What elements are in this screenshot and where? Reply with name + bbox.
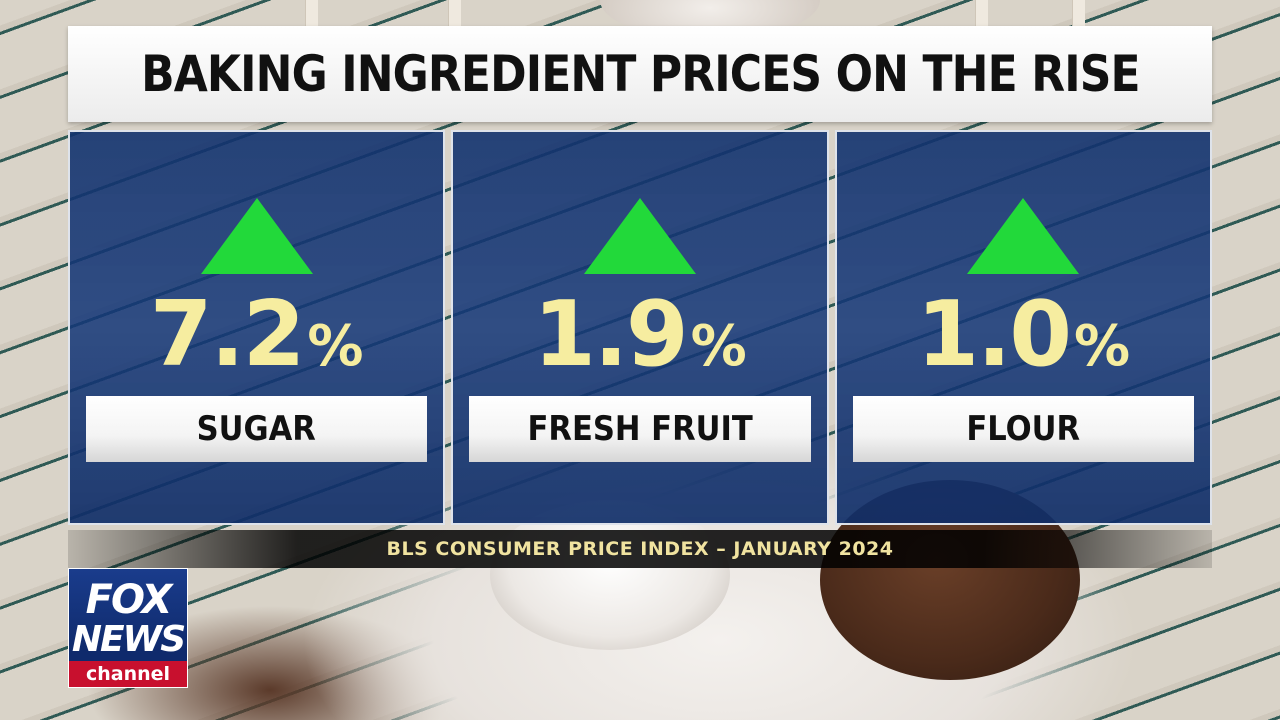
logo-text-channel: channel [69, 661, 187, 687]
graphic-title: BAKING INGREDIENT PRICES ON THE RISE [140, 45, 1140, 103]
percent-number: 1.0 [916, 282, 1072, 387]
logo-text-fox: FOX [85, 577, 173, 623]
percent-value: 1.0% [837, 282, 1210, 387]
percent-value: 1.9% [453, 282, 826, 387]
up-triangle-icon [967, 198, 1080, 274]
ingredient-label: FLOUR [966, 409, 1081, 449]
ingredient-label-box: SUGAR [86, 396, 428, 462]
title-bar: BAKING INGREDIENT PRICES ON THE RISE [68, 26, 1212, 122]
source-text: BLS CONSUMER PRICE INDEX – JANUARY 2024 [386, 538, 894, 560]
up-triangle-icon [583, 198, 696, 274]
up-triangle-icon [200, 198, 313, 274]
panel-flour: 1.0% FLOUR [834, 130, 1212, 525]
percent-sign: % [1073, 314, 1131, 379]
source-bar: BLS CONSUMER PRICE INDEX – JANUARY 2024 [68, 530, 1212, 568]
fox-news-channel-logo: FOX NEWS channel [68, 568, 188, 688]
background-cake-pop-white [490, 500, 730, 650]
ingredient-label-box: FRESH FRUIT [469, 396, 811, 462]
percent-sign: % [307, 314, 364, 379]
percent-number: 1.9 [533, 282, 688, 387]
percent-number: 7.2 [149, 282, 305, 387]
logo-text-news: NEWS [71, 619, 186, 660]
panel-fresh-fruit: 1.9% FRESH FRUIT [451, 130, 829, 525]
percent-value: 7.2% [70, 282, 443, 387]
ingredient-panels: 7.2% SUGAR 1.9% FRESH FRUIT 1.0% FLOUR [68, 130, 1212, 525]
ingredient-label-box: FLOUR [852, 396, 1194, 462]
percent-sign: % [690, 314, 747, 379]
panel-sugar: 7.2% SUGAR [68, 130, 446, 525]
ingredient-label: SUGAR [197, 409, 317, 449]
ingredient-label: FRESH FRUIT [527, 409, 753, 449]
